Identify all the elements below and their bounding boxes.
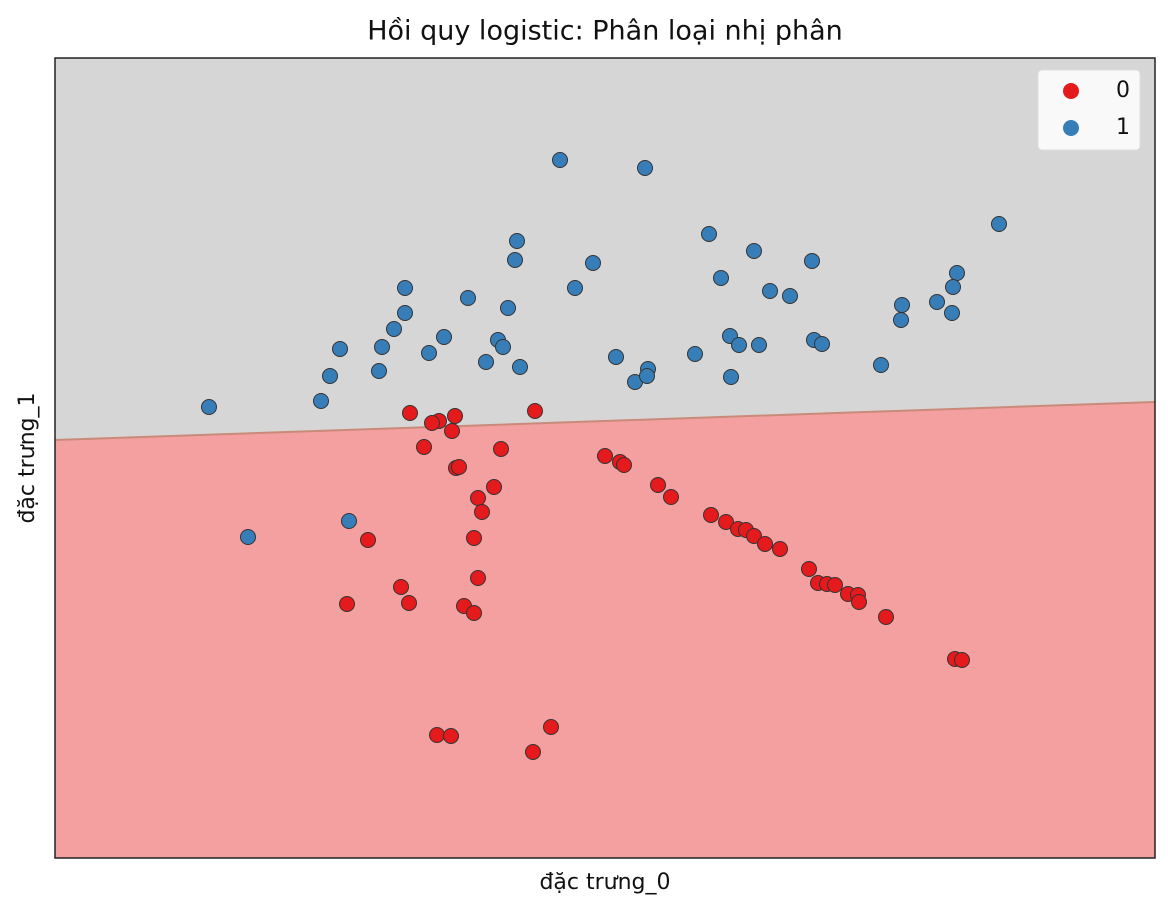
point: [772, 541, 788, 557]
point: [371, 363, 387, 379]
point: [421, 345, 437, 361]
point: [949, 265, 965, 281]
point: [201, 399, 217, 415]
point: [746, 528, 762, 544]
point: [751, 337, 767, 353]
point: [687, 346, 703, 362]
point: [470, 490, 486, 506]
point: [460, 290, 476, 306]
point: [466, 530, 482, 546]
point: [507, 252, 523, 268]
point: [637, 160, 653, 176]
point: [878, 609, 894, 625]
point: [360, 532, 376, 548]
chart-title: Hồi quy logistic: Phân loại nhị phân: [367, 16, 843, 47]
point: [814, 336, 830, 352]
point: [451, 459, 467, 475]
point: [929, 294, 945, 310]
point: [608, 349, 624, 365]
point: [757, 536, 773, 552]
point: [444, 423, 460, 439]
point: [567, 280, 583, 296]
point: [944, 305, 960, 321]
point: [466, 605, 482, 621]
point: [393, 579, 409, 595]
point: [424, 415, 440, 431]
point: [851, 594, 867, 610]
point: [397, 305, 413, 321]
point: [945, 279, 961, 295]
point: [762, 283, 778, 299]
point: [429, 727, 445, 743]
point: [597, 448, 613, 464]
point: [402, 405, 418, 421]
point: [827, 577, 843, 593]
point: [701, 226, 717, 242]
point: [894, 297, 910, 313]
point: [616, 457, 632, 473]
point: [527, 403, 543, 419]
point: [436, 329, 452, 345]
point: [713, 270, 729, 286]
point: [493, 441, 509, 457]
legend-marker: [1063, 120, 1079, 136]
point: [474, 504, 490, 520]
region-above: [55, 58, 1155, 440]
point: [416, 439, 432, 455]
point: [443, 728, 459, 744]
x-axis-label: đặc trưng_0: [539, 870, 670, 895]
point: [782, 288, 798, 304]
point: [954, 652, 970, 668]
point: [746, 243, 762, 259]
point: [718, 514, 734, 530]
region-below: [55, 402, 1155, 858]
point: [374, 339, 390, 355]
y-axis-label: đặc trưng_1: [15, 392, 40, 523]
point: [639, 368, 655, 384]
point: [322, 368, 338, 384]
point: [401, 595, 417, 611]
point: [585, 255, 601, 271]
point: [650, 477, 666, 493]
point: [873, 357, 889, 373]
point: [332, 341, 348, 357]
point: [509, 233, 525, 249]
point: [543, 719, 559, 735]
plot-frame: [54, 57, 1156, 859]
legend-label: 0: [1116, 78, 1130, 103]
point: [313, 393, 329, 409]
legend-marker: [1063, 83, 1079, 99]
point: [341, 513, 357, 529]
point: [731, 337, 747, 353]
point: [525, 744, 541, 760]
point: [478, 354, 494, 370]
point: [447, 408, 463, 424]
point: [486, 479, 502, 495]
point: [240, 529, 256, 545]
legend-label: 1: [1116, 115, 1130, 140]
point: [386, 321, 402, 337]
point: [991, 216, 1007, 232]
point: [893, 312, 909, 328]
point: [500, 300, 516, 316]
point: [552, 152, 568, 168]
point: [663, 489, 679, 505]
decision-boundary: [54, 401, 1156, 441]
point: [339, 596, 355, 612]
point: [703, 507, 719, 523]
point: [804, 253, 820, 269]
point: [495, 339, 511, 355]
point: [397, 280, 413, 296]
point: [512, 359, 528, 375]
point: [723, 369, 739, 385]
legend: 01: [1037, 69, 1141, 151]
point: [470, 570, 486, 586]
point: [801, 561, 817, 577]
